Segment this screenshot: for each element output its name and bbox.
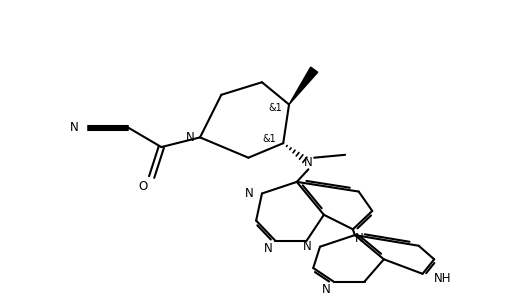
Text: N: N <box>303 240 311 253</box>
Text: N: N <box>355 232 364 245</box>
Text: N: N <box>322 283 331 295</box>
Text: N: N <box>264 242 272 255</box>
Polygon shape <box>289 67 318 104</box>
Text: &1: &1 <box>263 134 277 144</box>
Text: N: N <box>244 187 253 200</box>
Text: O: O <box>138 180 147 193</box>
Text: N: N <box>186 131 195 144</box>
Text: N: N <box>70 121 79 134</box>
Text: &1: &1 <box>269 103 282 113</box>
Text: N: N <box>304 156 313 169</box>
Text: NH: NH <box>434 272 452 285</box>
